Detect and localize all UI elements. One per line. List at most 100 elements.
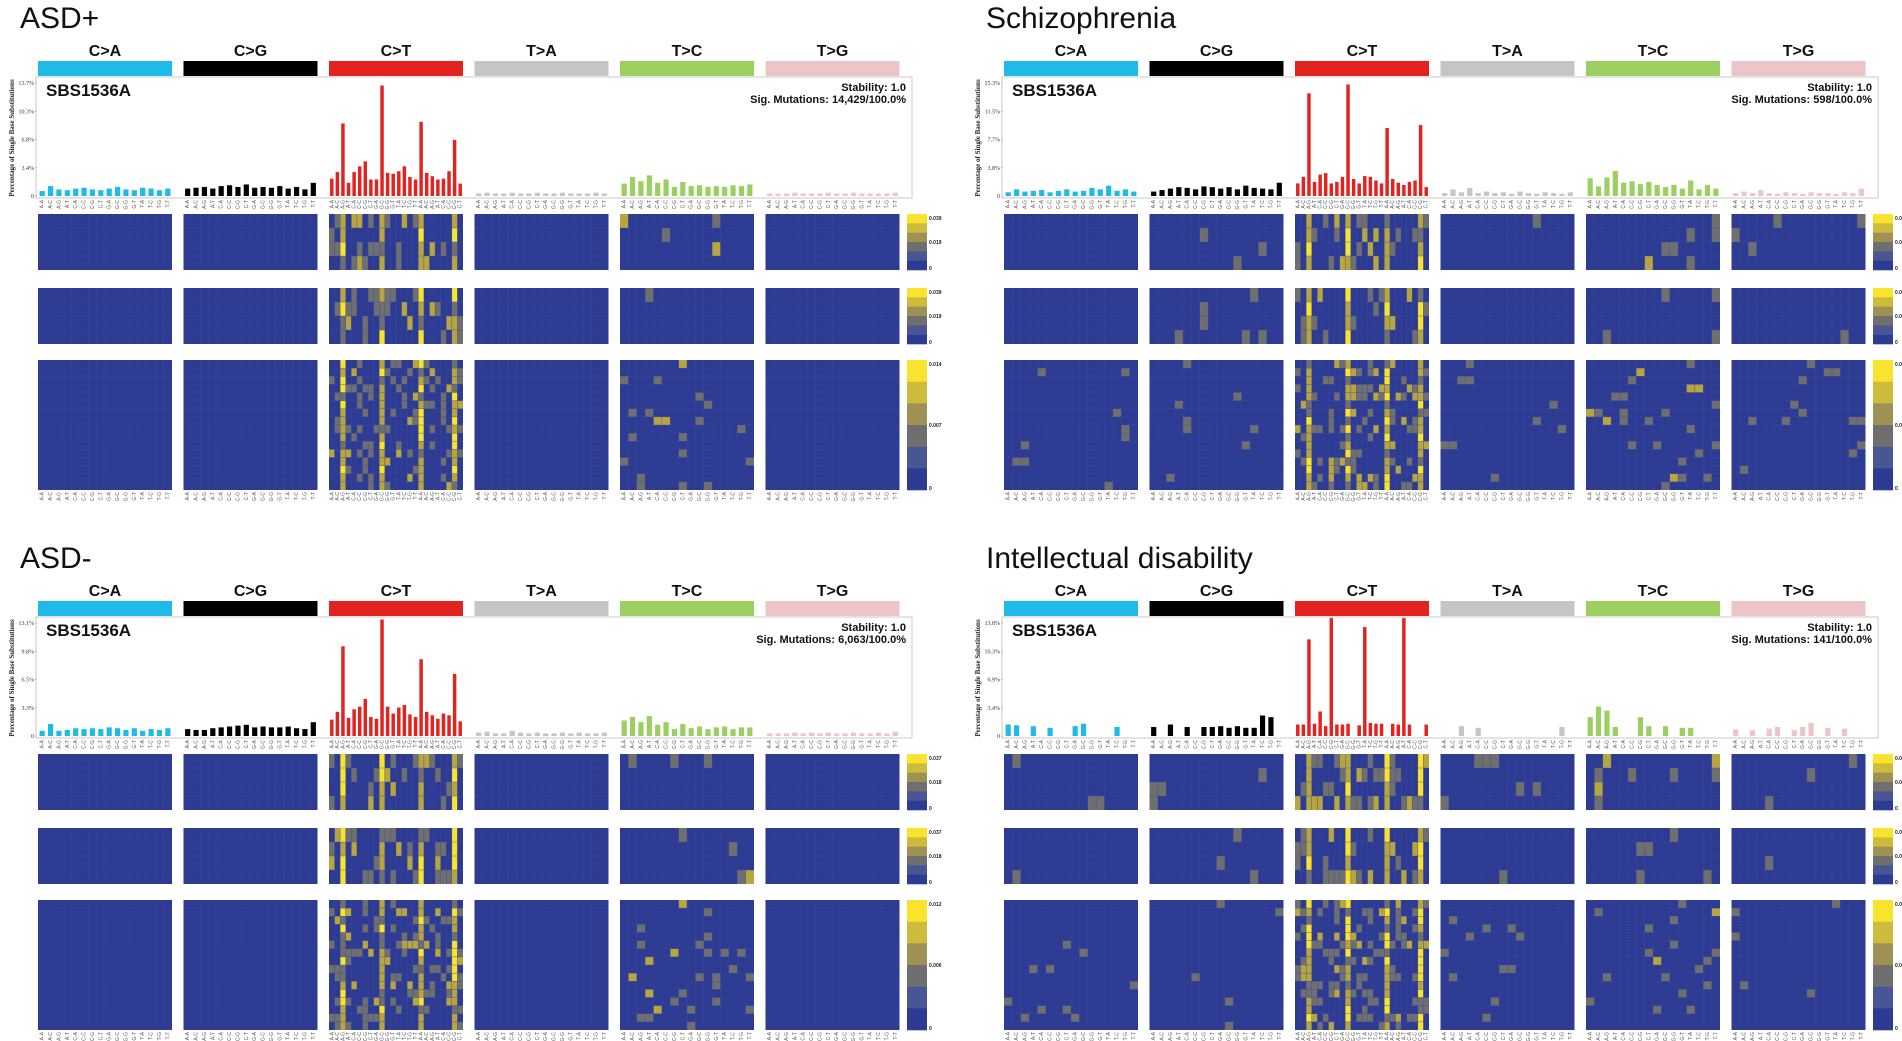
colorbar-min-label: 0 — [1895, 486, 1898, 492]
bar — [775, 193, 781, 196]
bar — [1604, 710, 1610, 736]
heatmap-cell — [1350, 842, 1357, 856]
heatmap-cell — [451, 842, 458, 856]
x-context-label: T-T — [165, 740, 171, 748]
x-context-label: T-A — [140, 739, 146, 747]
mutation-type-label: T>G — [1783, 583, 1815, 600]
bar — [568, 193, 574, 196]
x-context-label: G-C — [1809, 740, 1815, 750]
heatmap-cell — [1328, 408, 1335, 417]
x-context-label: A-C — [194, 492, 200, 501]
heatmap-cell — [1373, 796, 1379, 810]
heatmap-cell — [1250, 288, 1259, 302]
x-context-label: G-G — [1089, 1032, 1095, 1041]
heatmap-cell — [1773, 214, 1782, 228]
x-context-label: T-C — [876, 1032, 882, 1040]
heatmap-cell — [379, 932, 385, 941]
heatmap-cell — [1345, 828, 1351, 842]
x-context-label: C-A — [655, 1031, 661, 1040]
bar — [1774, 726, 1781, 736]
heatmap-cell — [620, 214, 629, 228]
x-context-label: G-G — [123, 740, 129, 750]
x-context-label: A-T — [647, 200, 653, 208]
heatmap-cell — [653, 1005, 662, 1014]
heatmap-cell — [1401, 916, 1407, 925]
colorbar-mid-label: 0.019 — [1895, 240, 1902, 246]
y-tick-label: 13.8% — [985, 621, 1001, 627]
heatmap-cell — [379, 330, 385, 344]
mutation-type-bar — [1149, 61, 1284, 76]
x-context-label: C-G — [1783, 1032, 1789, 1041]
heatmap-cell — [1384, 989, 1390, 998]
heatmap-cell — [379, 989, 385, 998]
x-context-label: C-A — [1039, 739, 1045, 748]
x-context-label: G-C — [1518, 200, 1524, 210]
x-context-label: T-A — [286, 1031, 292, 1039]
bar — [867, 193, 873, 196]
x-context-label: C-G — [1201, 740, 1207, 749]
x-context-label: C-A — [1318, 1031, 1324, 1040]
heatmap-cell — [1661, 481, 1670, 490]
heatmap-cell — [1384, 1013, 1390, 1022]
heatmap-cell — [1306, 214, 1312, 228]
x-context-label: T-T — [747, 1032, 753, 1040]
x-context-label: A-G — [784, 492, 790, 501]
heatmap-cell — [1112, 408, 1122, 417]
colorbar-segment — [1873, 856, 1893, 866]
heatmap-cell — [451, 1021, 458, 1030]
bar — [1335, 724, 1339, 736]
x-context-label: C-C — [1323, 1032, 1329, 1041]
x-context-label: G-A — [1509, 1031, 1515, 1041]
x-context-label: C-A — [1621, 739, 1627, 748]
x-context-label: A-G — [340, 1032, 346, 1041]
mutation-type-label: T>C — [1638, 43, 1669, 60]
x-context-label: G-A — [1073, 491, 1079, 501]
heatmap-cell — [390, 376, 396, 385]
x-context-label: G-T — [1243, 1032, 1249, 1041]
bar — [800, 733, 806, 736]
heatmap-cell — [446, 981, 452, 990]
heatmap-cell — [1395, 465, 1402, 474]
mutation-type-bar — [1295, 61, 1429, 76]
heatmap-cell — [340, 782, 346, 796]
heatmap-cell — [451, 441, 458, 450]
x-context-label: G-A — [252, 199, 258, 209]
x-context-label: C-T — [244, 1032, 250, 1040]
x-context-label: C-G — [1201, 492, 1207, 501]
heatmap-cell — [384, 302, 391, 316]
x-context-label: A-C — [776, 200, 782, 209]
x-context-label: G-T — [1680, 1032, 1686, 1041]
heatmap-cell — [1079, 948, 1088, 957]
bar — [1833, 193, 1839, 196]
y-tick-label: 0 — [997, 734, 1000, 740]
heatmap-cell — [446, 449, 452, 458]
x-context-label: A-G — [430, 740, 436, 749]
x-context-label: A-G — [1459, 200, 1465, 209]
x-context-label: A-A — [1733, 199, 1739, 208]
x-context-label: A-G — [638, 1032, 644, 1041]
bar — [713, 186, 719, 196]
x-context-label: T-T — [1568, 740, 1574, 748]
signature-name: SBS1536A — [1012, 621, 1097, 640]
bar — [268, 727, 275, 736]
bar — [1209, 726, 1215, 736]
heatmap-cell — [1417, 842, 1424, 856]
bar — [106, 727, 112, 736]
x-context-label: A-C — [776, 740, 782, 749]
x-context-label: G-T — [1825, 740, 1831, 749]
colorbar-segment — [1873, 242, 1893, 252]
x-context-label: G-G — [269, 740, 275, 750]
heatmap-cell — [451, 376, 458, 385]
colorbar-segment — [907, 316, 927, 326]
heatmap-cell — [1367, 408, 1374, 417]
x-context-label: T-C — [1697, 492, 1703, 500]
x-context-label: G-C — [1227, 740, 1233, 750]
heatmap-cell — [384, 768, 391, 782]
x-context-label: G-T — [277, 1032, 283, 1041]
heatmap-cell — [457, 368, 463, 377]
heatmap-cell — [1166, 473, 1175, 482]
x-context-label: T-T — [1859, 492, 1865, 500]
x-context-label: T-T — [311, 200, 317, 208]
heatmap-cell — [1334, 796, 1340, 810]
heatmap-cell — [1395, 924, 1402, 933]
